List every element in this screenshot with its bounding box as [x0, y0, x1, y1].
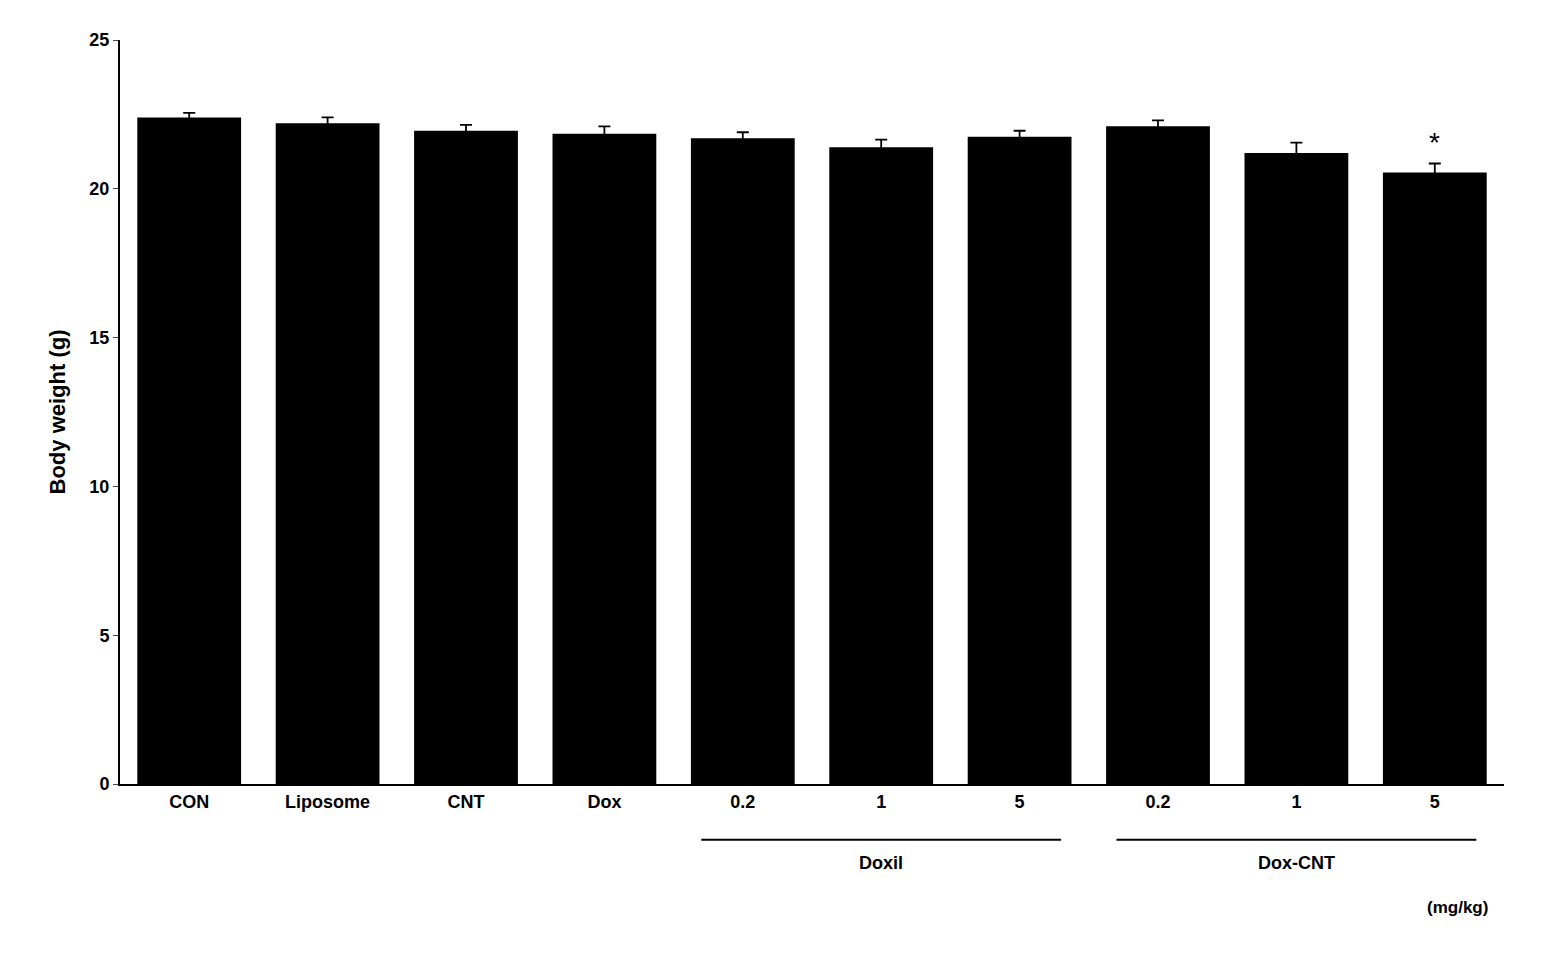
svg-text:0: 0 — [99, 774, 109, 794]
svg-text:0.2: 0.2 — [730, 792, 755, 812]
svg-text:5: 5 — [1015, 792, 1025, 812]
svg-text:Dox: Dox — [587, 792, 621, 812]
svg-text:15: 15 — [89, 328, 109, 348]
svg-text:5: 5 — [1430, 792, 1440, 812]
svg-text:CNT: CNT — [448, 792, 485, 812]
svg-text:20: 20 — [89, 179, 109, 199]
svg-text:1: 1 — [876, 792, 886, 812]
svg-text:Dox-CNT: Dox-CNT — [1258, 853, 1335, 873]
svg-text:Body weight (g): Body weight (g) — [45, 330, 70, 495]
svg-text:10: 10 — [89, 477, 109, 497]
svg-text:1: 1 — [1291, 792, 1301, 812]
svg-text:(mg/kg): (mg/kg) — [1427, 898, 1488, 917]
svg-text:0.2: 0.2 — [1145, 792, 1170, 812]
svg-text:Liposome: Liposome — [285, 792, 370, 812]
svg-text:Doxil: Doxil — [859, 853, 903, 873]
svg-text:25: 25 — [89, 30, 109, 50]
svg-text:CON: CON — [169, 792, 209, 812]
svg-text:*: * — [1429, 127, 1440, 158]
svg-text:5: 5 — [99, 626, 109, 646]
